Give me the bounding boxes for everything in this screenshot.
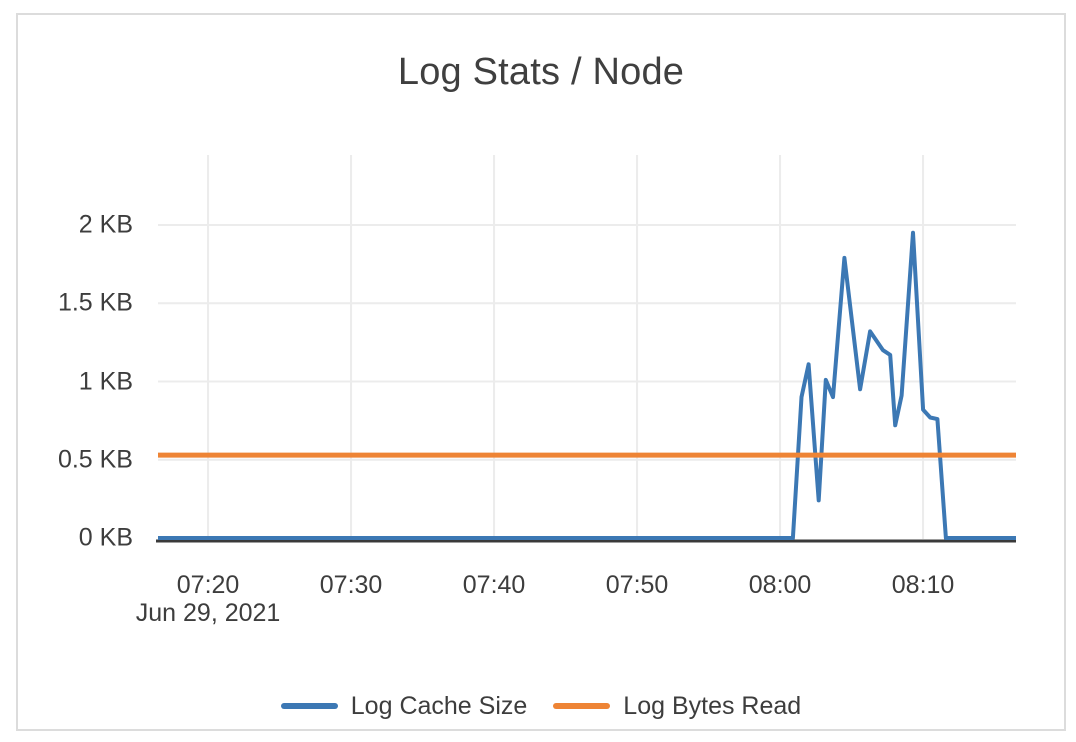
series-lines (158, 230, 1016, 540)
x-axis-date-label: Jun 29, 2021 (135, 599, 281, 627)
x-axis-tick-label: 08:10 (891, 571, 955, 599)
x-axis-tick-label: 07:40 (462, 571, 526, 599)
legend: Log Cache Size Log Bytes Read (16, 690, 1066, 722)
chart-title: Log Stats / Node (397, 51, 685, 93)
legend-item-log-cache-size[interactable]: Log Cache Size (280, 691, 528, 721)
legend-label-log-cache-size: Log Cache Size (350, 691, 528, 720)
legend-item-log-bytes-read[interactable]: Log Bytes Read (553, 692, 801, 721)
x-axis-tick-label: 07:20 (176, 571, 240, 599)
y-axis-tick-label: 0 KB (78, 523, 133, 552)
legend-swatch-log-bytes-read (553, 703, 611, 709)
x-axis-tick-label: 07:30 (319, 571, 383, 599)
legend-swatch-log-cache-size (280, 703, 338, 709)
x-axis-tick-label: 08:00 (748, 571, 812, 599)
y-axis-tick-label: 1.5 KB (57, 288, 133, 317)
y-axis-tick-label: 0.5 KB (57, 445, 133, 474)
y-axis-tick-label: 2 KB (78, 210, 133, 239)
gridlines (158, 155, 1016, 539)
series-line-log-cache-size (158, 230, 1016, 540)
legend-label-log-bytes-read: Log Bytes Read (623, 691, 802, 720)
y-axis-tick-label: 1 KB (78, 367, 133, 395)
x-axis-tick-label: 07:50 (605, 571, 669, 599)
